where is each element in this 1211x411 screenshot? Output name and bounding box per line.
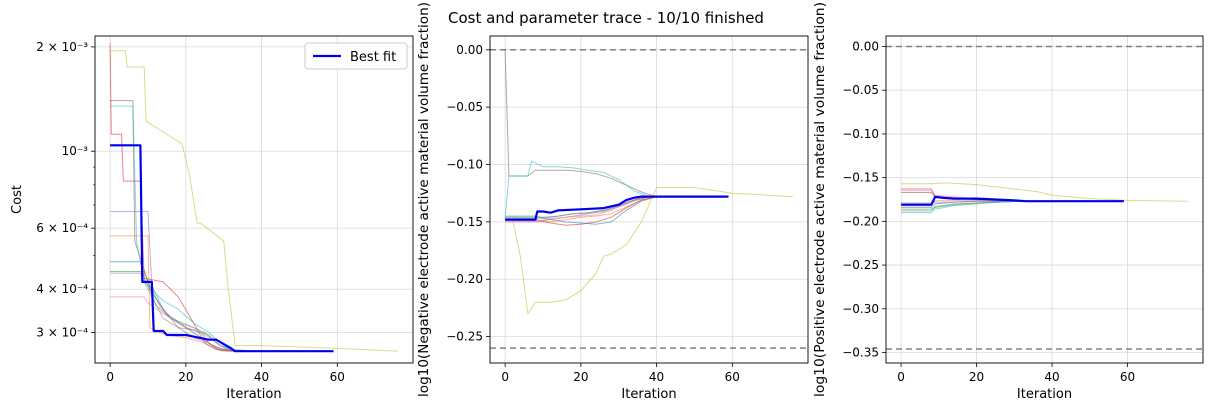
x-tick-label: 20: [573, 370, 588, 384]
y-tick-label: −0.10: [446, 158, 483, 172]
cost-panel: 0 20 40 60 2 × 10⁻³ 10⁻³ 6 × 10⁻⁴ 4 × 10⁻⁴ 3 × 1…: [10, 35, 414, 402]
x-tick-label: 20: [178, 370, 193, 384]
grid: [95, 36, 413, 363]
y-tick-label: −0.05: [842, 83, 879, 97]
y-axis-label: log10(Positive electrode active material…: [813, 2, 828, 397]
y-tick-label: −0.25: [446, 330, 483, 344]
x-axis-label: Iteration: [1017, 387, 1072, 402]
legend-label: Best fit: [350, 50, 396, 65]
y-tick-label: −0.20: [446, 272, 483, 286]
y-tick-label: −0.15: [446, 215, 483, 229]
y-tick-label: −0.25: [842, 258, 879, 272]
y-tick-label: 3 × 10⁻⁴: [36, 326, 88, 340]
legend: Best fit: [304, 42, 408, 70]
y-tick-label: −0.15: [842, 171, 879, 185]
figure-title: Cost and parameter trace - 10/10 finishe…: [448, 9, 764, 27]
run-line: [901, 182, 1188, 202]
run-line: [110, 271, 334, 352]
plot-area: [109, 43, 398, 353]
legend-box: [304, 42, 408, 70]
x-tick-label: 40: [1044, 370, 1059, 384]
axes-frame: [489, 35, 809, 364]
best-fit-line: [901, 195, 1124, 206]
y-tick-label: 0.00: [852, 39, 879, 53]
y-tick-label: −0.20: [842, 214, 879, 228]
x-tick-label: 0: [501, 370, 509, 384]
run-line: [504, 160, 729, 219]
run-line: [505, 187, 793, 316]
y-tick-label: −0.05: [446, 100, 483, 114]
axes-frame: [885, 35, 1204, 364]
grid: [490, 36, 808, 363]
y-tick-label: 4 × 10⁻⁴: [36, 282, 88, 296]
y-tick-label: 6 × 10⁻⁴: [36, 221, 88, 235]
run-line: [505, 196, 729, 219]
negative-electrode-panel: 0 20 40 60 0.00 −0.05 −0.10 −0.15 −0.20 −0.25 Iter…: [417, 2, 809, 402]
plot-area: [490, 49, 808, 349]
x-tick-label: 40: [254, 370, 269, 384]
x-axis-label: Iteration: [621, 387, 676, 402]
x-tick-label: 40: [649, 370, 664, 384]
best-fit-line: [110, 144, 334, 353]
run-line: [110, 100, 334, 352]
run-line: [505, 196, 729, 222]
y-axis-label: Cost: [10, 185, 25, 214]
x-tick-label: 0: [106, 370, 114, 384]
run-line: [110, 272, 334, 352]
x-tick-label: 0: [897, 370, 905, 384]
run-line: [110, 50, 398, 352]
axes-frame: [94, 35, 414, 364]
x-axis-label: Iteration: [226, 387, 281, 402]
y-tick-label: −0.35: [842, 346, 879, 360]
y-tick-label: −0.10: [842, 127, 879, 141]
positive-electrode-panel: 0 20 40 60 0.00 −0.05 −0.10 −0.15 −0.20 −0.25 −0.3…: [813, 2, 1204, 402]
x-tick-label: 60: [1120, 370, 1135, 384]
y-tick-label: 10⁻³: [62, 144, 89, 158]
y-tick-label: 0.00: [456, 43, 483, 57]
best-fit-line: [505, 195, 729, 221]
x-tick-label: 60: [330, 370, 345, 384]
run-line: [505, 196, 729, 225]
run-line: [110, 105, 334, 352]
y-tick-label: 2 × 10⁻³: [36, 40, 88, 54]
run-line: [109, 43, 334, 352]
run-line: [504, 49, 729, 198]
x-tick-label: 20: [969, 370, 984, 384]
y-axis-label: log10(Negative electrode active material…: [417, 2, 432, 397]
y-tick-label: −0.30: [842, 302, 879, 316]
plot-area: [886, 45, 1203, 350]
x-tick-label: 60: [725, 370, 740, 384]
